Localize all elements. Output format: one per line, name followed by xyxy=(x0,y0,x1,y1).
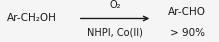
Text: O₂: O₂ xyxy=(109,0,121,10)
Text: > 90%: > 90% xyxy=(170,28,205,38)
Text: Ar-CH₂OH: Ar-CH₂OH xyxy=(7,13,57,23)
Text: NHPI, Co(II): NHPI, Co(II) xyxy=(87,28,143,38)
Text: Ar-CHO: Ar-CHO xyxy=(168,7,206,17)
